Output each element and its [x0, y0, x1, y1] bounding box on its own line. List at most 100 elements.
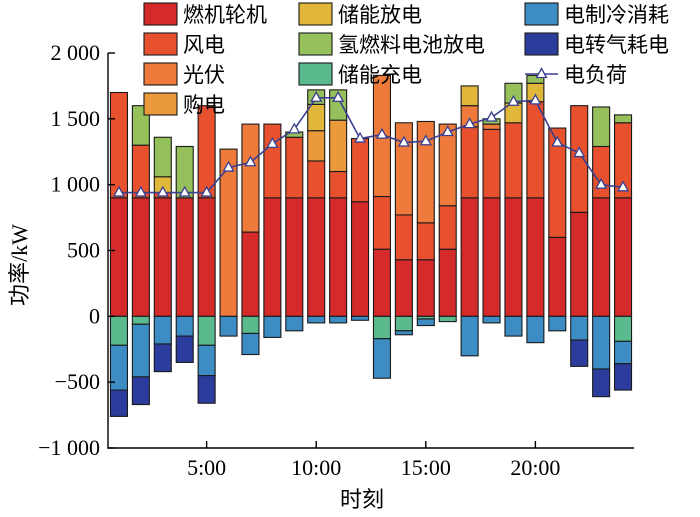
bar-segment [416, 318, 435, 327]
bar-segment [394, 259, 413, 317]
y-tick-label: 1 500 [51, 106, 101, 131]
bar-segment [482, 197, 501, 317]
legend-swatch [143, 32, 178, 56]
load-point [310, 90, 323, 102]
bar-segment [482, 315, 501, 324]
bar-segment [350, 138, 370, 203]
x-tick-label: 15:00 [401, 455, 451, 480]
bar-segment [592, 315, 611, 370]
bar-segment [329, 170, 348, 199]
bar-segment [175, 315, 194, 337]
bar-segment [482, 128, 501, 199]
bar-segment [526, 197, 545, 317]
bar-segment [285, 136, 304, 199]
bar-segment [263, 315, 282, 338]
bar-segment [197, 315, 216, 346]
bar-segment [241, 231, 260, 317]
legend-label: 氢燃料电池放电 [338, 33, 485, 57]
bar-segment [416, 259, 435, 317]
bar-segment [592, 145, 611, 199]
x-tick-label: 5:00 [187, 455, 226, 480]
bar-segment [131, 315, 150, 325]
bar-segment [592, 197, 611, 317]
load-point [156, 185, 169, 197]
bar-segment [548, 127, 567, 238]
load-point [551, 135, 564, 147]
bar-segment [372, 248, 392, 317]
legend-swatch [143, 92, 178, 116]
load-point [244, 155, 257, 167]
load-point [419, 134, 432, 146]
bar-segment [109, 389, 129, 417]
bar-segment [613, 340, 633, 365]
legend-marker [535, 67, 548, 79]
bar-segment [109, 315, 129, 346]
load-point [266, 137, 279, 149]
bar-segment [350, 201, 370, 317]
bar-segment [263, 197, 282, 317]
load-point [288, 122, 301, 134]
load-point [222, 160, 235, 172]
bar-segment [394, 214, 413, 261]
legend-label: 电转气耗电 [564, 33, 669, 57]
legend-item: 电转气耗电 [524, 32, 669, 57]
axes-layer: −1 000 −500 0 500 1 000 1 500 2 000 5:00 10:00 15… [38, 40, 634, 480]
bar-segment [438, 248, 457, 317]
legend-swatch [524, 2, 559, 26]
bar-segment [153, 136, 172, 178]
y-tick-label: 500 [67, 238, 100, 263]
bar-segment [438, 315, 457, 323]
bar-segment [504, 315, 523, 337]
bar-segment [153, 197, 172, 317]
legend-label: 风电 [183, 33, 225, 57]
legend-item: 氢燃料电池放电 [298, 32, 485, 57]
load-point [485, 110, 498, 122]
load-point [616, 180, 630, 192]
bar-segment [153, 343, 172, 373]
bar-segment [570, 211, 589, 317]
bar-segment [438, 205, 457, 250]
bar-segment [263, 123, 282, 199]
x-axis-label: 时刻 [340, 487, 384, 512]
load-point [112, 185, 126, 197]
load-point [573, 146, 586, 158]
bar-segment [526, 315, 545, 344]
legend-swatch [143, 2, 178, 26]
bar-segment [241, 332, 260, 356]
legend-label: 燃机轮机 [183, 3, 267, 27]
bar-segment [131, 376, 150, 406]
bar-segment [570, 315, 589, 341]
legend-label: 储能放电 [338, 3, 422, 27]
load-point [332, 90, 345, 102]
bar-segment [109, 344, 129, 391]
bar-segment [592, 106, 611, 148]
legend-item: 燃机轮机 [143, 2, 267, 27]
legend-label: 电制冷消耗 [564, 3, 669, 27]
bar-segment [197, 105, 216, 199]
bar-segment [504, 122, 523, 199]
y-tick-label: 1 000 [51, 172, 101, 197]
legend-label: 电负荷 [564, 63, 627, 87]
bar-segment [153, 315, 172, 345]
legend-item: 风电 [143, 32, 225, 57]
bar-segment [241, 315, 260, 334]
load-point [397, 135, 410, 147]
load-point [441, 125, 454, 137]
bar-segment [307, 160, 326, 199]
load-point [375, 127, 389, 139]
load-point [463, 117, 476, 129]
bar-segment [372, 315, 392, 340]
bar-segment [613, 114, 633, 124]
bar-segment [219, 315, 238, 337]
legend-item: 光伏 [143, 62, 225, 87]
bar-segment [613, 197, 633, 317]
y-tick-label: 2 000 [51, 40, 101, 65]
y-tick-label: −500 [55, 369, 100, 394]
load-point [595, 177, 608, 189]
legend-label: 购电 [183, 93, 225, 117]
y-axis-label: 功率/kW [7, 224, 32, 306]
load-line-layer [112, 90, 630, 197]
